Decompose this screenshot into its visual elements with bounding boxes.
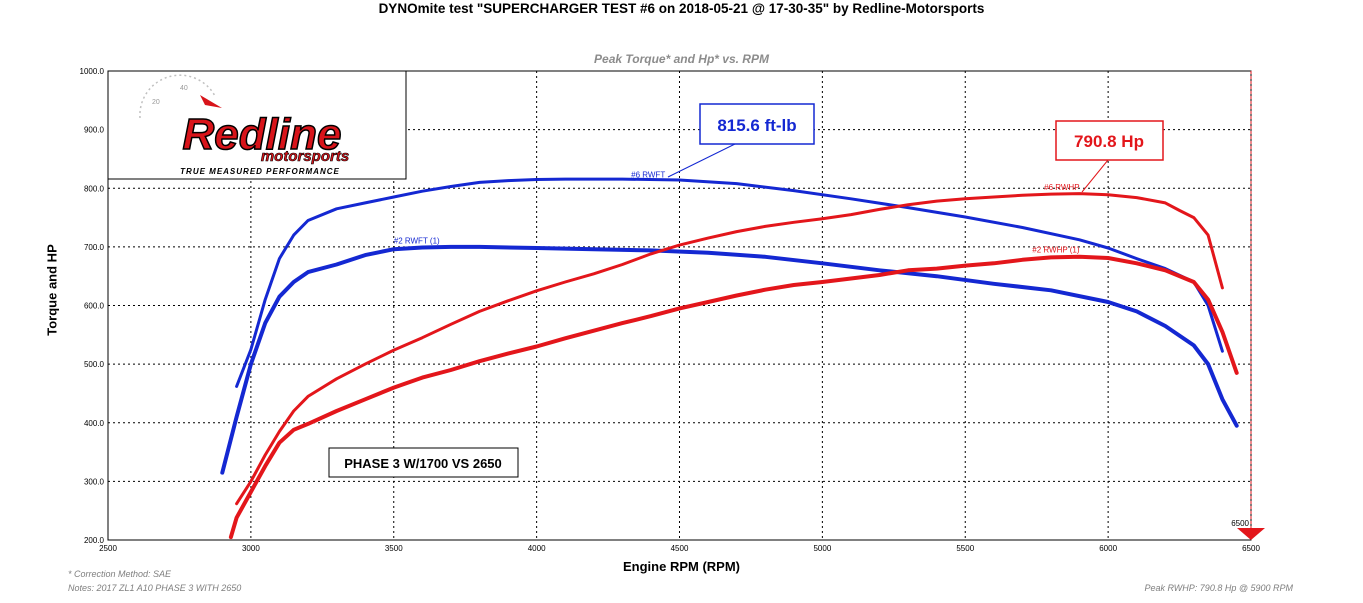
x-tick-label: 5500 xyxy=(956,544,974,553)
series-label: #6 RWFT xyxy=(631,171,665,180)
series-line--2-rwft xyxy=(220,244,1239,475)
series-layer: #6 RWFT #2 RWFT (1) #6 RWHP #2 RWHP (1) xyxy=(220,171,1239,540)
hp-callout-text: 790.8 Hp xyxy=(1074,132,1144,151)
series-line--6-rwft xyxy=(235,177,1224,388)
rpm-cursor[interactable]: 6500 xyxy=(1231,71,1265,540)
y-tick-label: 1000.0 xyxy=(80,67,105,76)
x-tick-label: 3000 xyxy=(242,544,260,553)
svg-text:40: 40 xyxy=(180,85,188,92)
y-tick-label: 900.0 xyxy=(84,126,105,135)
series-label: #2 RWHP (1) xyxy=(1032,246,1080,255)
series-label: #2 RWFT (1) xyxy=(394,236,440,245)
series-line--2-rwhp xyxy=(228,254,1239,540)
series-line--6-rwhp xyxy=(235,192,1224,506)
y-tick-label: 800.0 xyxy=(84,184,105,193)
x-tick-label: 5000 xyxy=(813,544,831,553)
cursor-rpm-label: 6500 xyxy=(1231,519,1249,528)
cursor-marker xyxy=(1237,528,1265,540)
torque-callout: 815.6 ft-lb xyxy=(667,103,815,178)
x-axis-label: Engine RPM (RPM) xyxy=(623,559,740,574)
y-tick-label: 600.0 xyxy=(84,302,105,311)
logo-brand-text: Redline xyxy=(183,110,342,159)
x-tick-label: 3500 xyxy=(385,544,403,553)
x-tick-label: 6000 xyxy=(1099,544,1117,553)
series-label: #6 RWHP xyxy=(1044,183,1079,192)
logo-sub-text: motorsports xyxy=(261,148,349,165)
x-tick-label: 6500 xyxy=(1242,544,1260,553)
y-tick-label: 200.0 xyxy=(84,536,105,545)
chart-main-title: DYNOmite test "SUPERCHARGER TEST #6 on 2… xyxy=(378,1,985,16)
phase-box: PHASE 3 W/1700 VS 2650 xyxy=(328,447,519,478)
hp-callout: 790.8 Hp xyxy=(1055,120,1164,193)
y-tick-label: 700.0 xyxy=(84,243,105,252)
y-tick-label: 400.0 xyxy=(84,419,105,428)
svg-text:20: 20 xyxy=(152,99,160,106)
vehicle-notes: Notes: 2017 ZL1 A10 PHASE 3 WITH 2650 xyxy=(68,583,242,593)
tick-labels: 2500 3000 3500 4000 4500 5000 5500 6000 6500 200.… xyxy=(80,67,1261,553)
torque-callout-text: 815.6 ft-lb xyxy=(717,116,796,135)
x-tick-label: 2500 xyxy=(99,544,117,553)
correction-method-note: * Correction Method: SAE xyxy=(68,569,172,579)
chart-subtitle: Peak Torque* and Hp* vs. RPM xyxy=(594,52,769,66)
phase-box-text: PHASE 3 W/1700 VS 2650 xyxy=(344,456,502,471)
logo-tagline: TRUE MEASURED PERFORMANCE xyxy=(180,167,340,176)
x-tick-label: 4500 xyxy=(671,544,689,553)
peak-rwhp-note: Peak RWHP: 790.8 Hp @ 5900 RPM xyxy=(1144,583,1293,593)
y-tick-label: 300.0 xyxy=(84,477,105,486)
x-tick-label: 4000 xyxy=(528,544,546,553)
redline-logo: 20 40 Redline motorsports TRUE MEASURED … xyxy=(107,70,407,180)
y-tick-label: 500.0 xyxy=(84,360,105,369)
